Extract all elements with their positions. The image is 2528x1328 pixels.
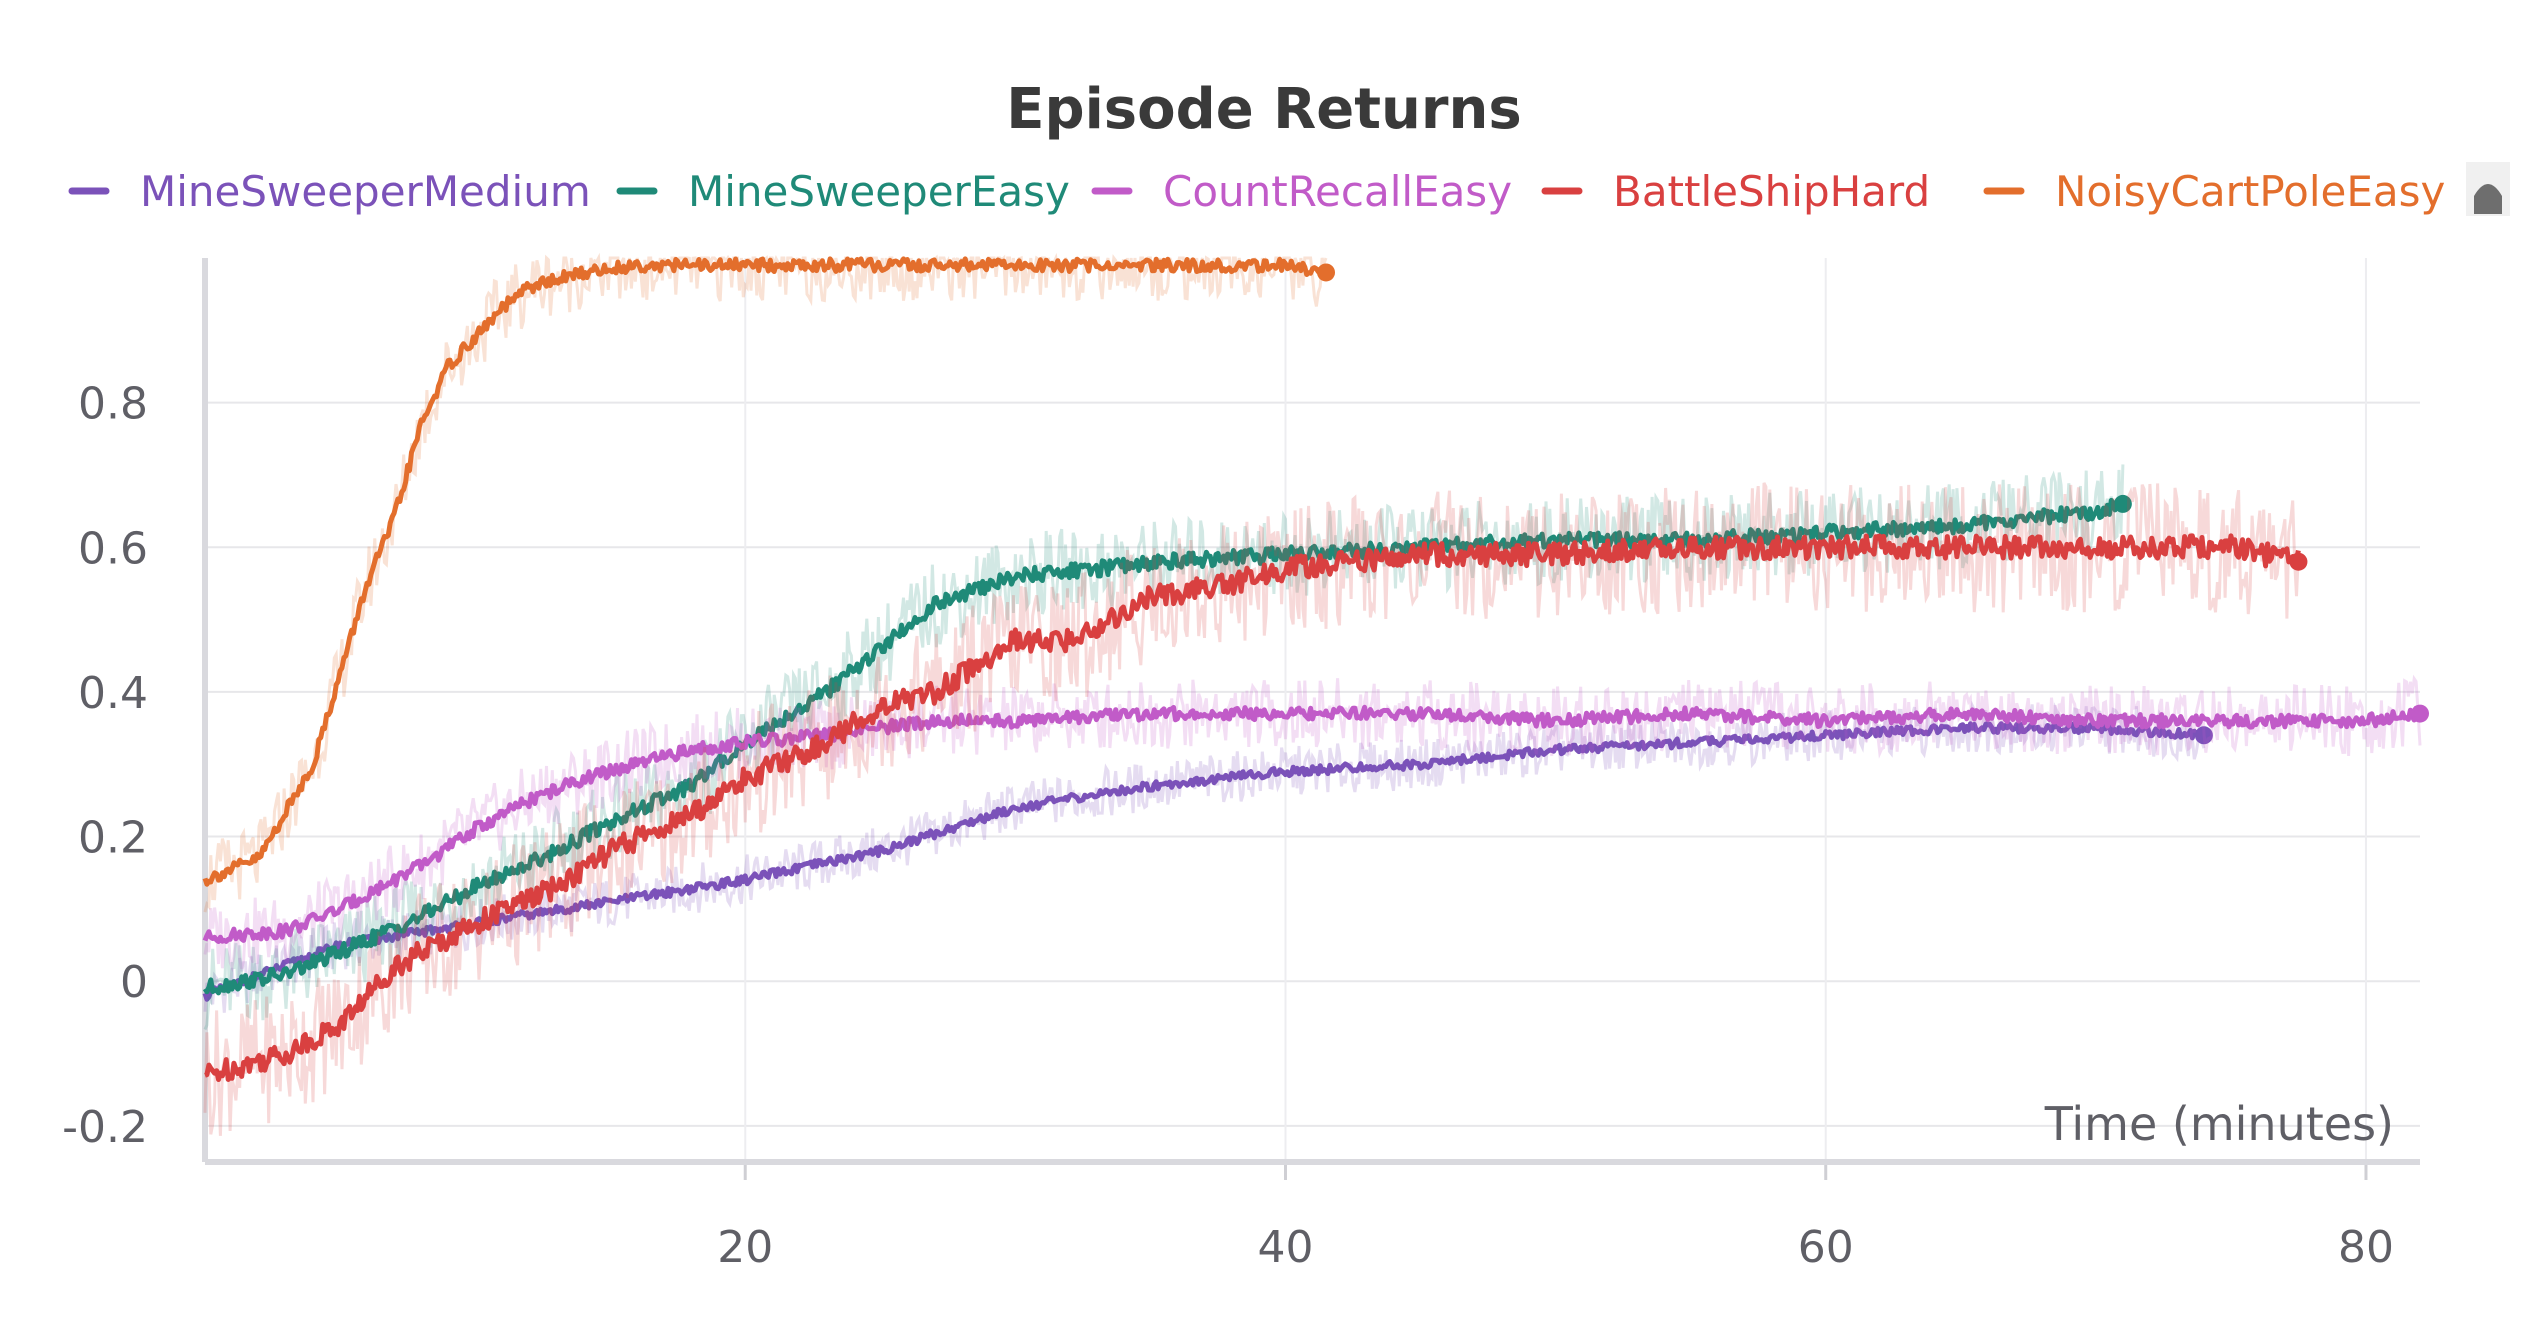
series-raw-line [203,482,2300,1136]
y-tick-label: -0.2 [62,1102,148,1153]
legend-label: MineSweeperEasy [688,167,1070,216]
legend-item[interactable]: NoisyCartPoleEasy [1983,167,2445,216]
series-end-marker [1317,263,1336,282]
legend-item[interactable]: BattleShipHard [1541,167,1930,216]
series-end-marker [2411,704,2429,723]
series-line [202,256,1328,887]
legend-label: MineSweeperMedium [140,167,591,216]
legend-more-icon[interactable] [2466,162,2510,216]
y-tick-label: 0.4 [78,668,148,719]
series-end-marker [2289,552,2308,571]
y-tick-label: 0.2 [78,813,148,864]
legend-item[interactable]: MineSweeperMedium [68,167,591,216]
series-raw-line [203,252,1328,913]
axes [202,258,2420,1180]
x-axis-label: Time (minutes) [2044,1097,2394,1151]
legend-item[interactable]: MineSweeperEasy [616,167,1070,216]
x-tick-label: 20 [717,1222,773,1273]
series-CountRecallEasy [202,674,2429,973]
legend-label: NoisyCartPoleEasy [2055,167,2445,216]
chart-title: Episode Returns [1006,77,1521,142]
tick-labels: -0.2 0 0.2 0.4 0.6 0.8 20 40 60 80 [62,379,2394,1273]
x-tick-label: 40 [1257,1222,1313,1273]
legend-item[interactable]: CountRecallEasy [1091,167,1512,216]
y-tick-label: 0.6 [78,523,148,574]
series-group [202,252,2429,1136]
y-tick-label: 0.8 [78,379,148,430]
series-raw-line [203,674,2422,973]
x-tick-label: 80 [2338,1222,2394,1273]
series-line [202,704,2421,944]
series-NoisyCartPoleEasy [202,252,1336,913]
legend: MineSweeperMedium MineSweeperEasy CountRec… [68,167,2445,216]
series-raw-line [203,464,2125,1031]
legend-label: BattleShipHard [1613,167,1930,216]
series-line [202,497,2126,996]
series-line [204,533,2301,1082]
series-end-marker [2194,726,2213,745]
legend-label: CountRecallEasy [1163,167,1512,216]
y-tick-label: 0 [120,957,148,1008]
series-end-marker [2113,494,2132,513]
series-BattleShipHard [203,482,2308,1136]
x-tick-label: 60 [1798,1222,1854,1273]
series-line [202,721,2206,1002]
series-MineSweeperEasy [202,464,2132,1031]
